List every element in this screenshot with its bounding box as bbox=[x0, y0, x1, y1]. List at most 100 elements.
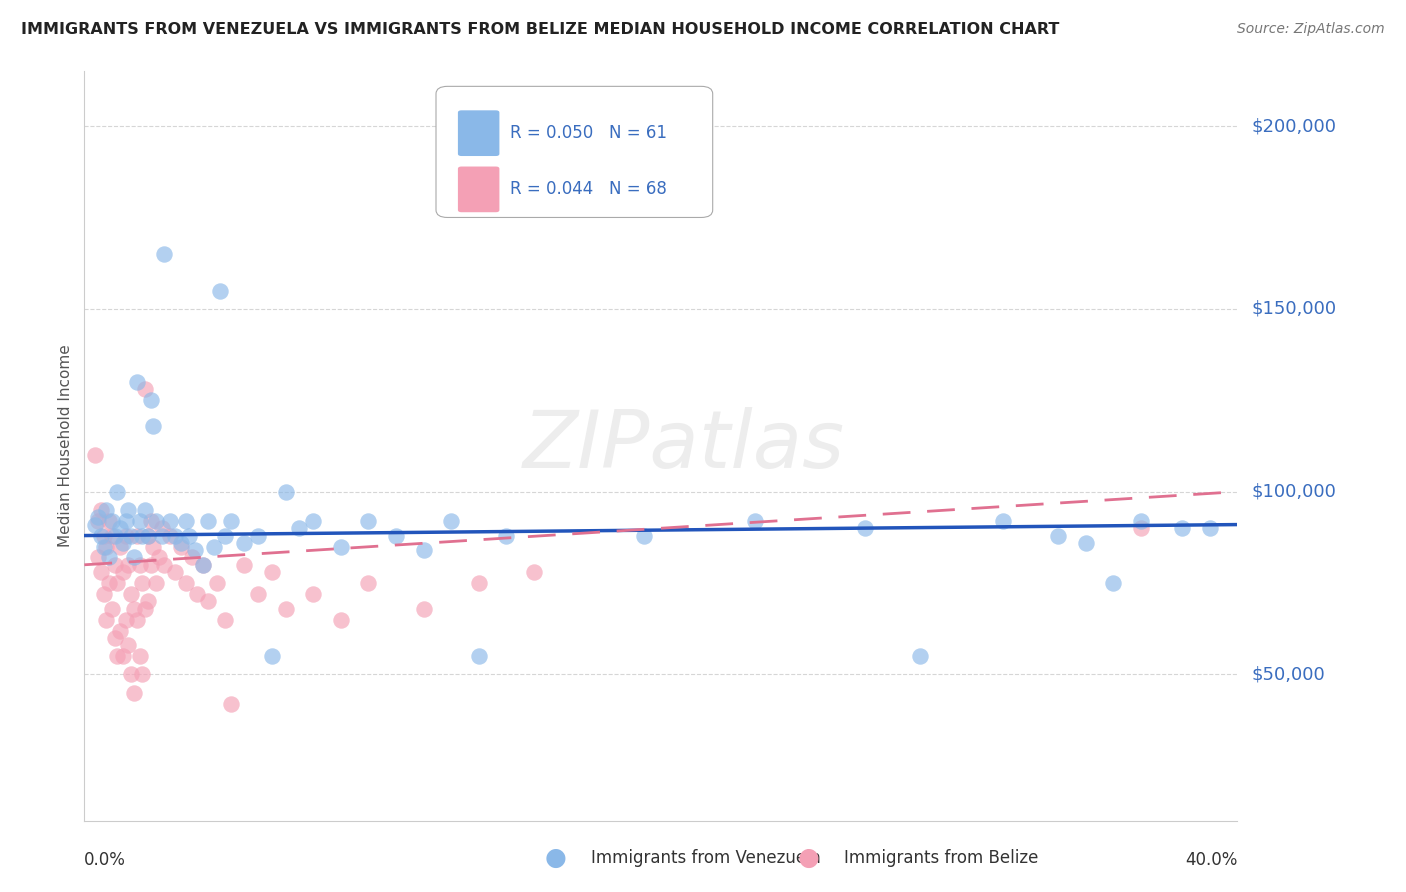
Point bbox=[357, 576, 380, 591]
Point bbox=[1171, 521, 1194, 535]
Point bbox=[131, 528, 153, 542]
Point bbox=[1129, 521, 1152, 535]
Text: Source: ZipAtlas.com: Source: ZipAtlas.com bbox=[1237, 22, 1385, 37]
Point bbox=[107, 484, 129, 499]
Point bbox=[205, 576, 228, 591]
Point bbox=[1046, 528, 1069, 542]
Point bbox=[134, 503, 156, 517]
Point bbox=[165, 528, 187, 542]
Point bbox=[274, 601, 297, 615]
Point bbox=[159, 514, 181, 528]
Point bbox=[107, 576, 129, 591]
Point bbox=[145, 576, 167, 591]
Point bbox=[96, 503, 118, 517]
Point bbox=[110, 540, 132, 554]
Point bbox=[197, 514, 219, 528]
Point bbox=[991, 514, 1014, 528]
Point bbox=[96, 540, 118, 554]
Point bbox=[87, 510, 110, 524]
Point bbox=[176, 514, 198, 528]
Text: $50,000: $50,000 bbox=[1251, 665, 1324, 683]
Point bbox=[110, 521, 132, 535]
Point bbox=[357, 514, 380, 528]
Text: IMMIGRANTS FROM VENEZUELA VS IMMIGRANTS FROM BELIZE MEDIAN HOUSEHOLD INCOME CORR: IMMIGRANTS FROM VENEZUELA VS IMMIGRANTS … bbox=[21, 22, 1060, 37]
Point bbox=[101, 514, 124, 528]
Point bbox=[104, 631, 127, 645]
Point bbox=[274, 484, 297, 499]
Point bbox=[114, 514, 136, 528]
Y-axis label: Median Household Income: Median Household Income bbox=[58, 344, 73, 548]
Point bbox=[150, 521, 173, 535]
Point bbox=[148, 550, 170, 565]
Point bbox=[122, 686, 145, 700]
Point bbox=[329, 613, 352, 627]
Point bbox=[84, 448, 107, 462]
Point bbox=[93, 528, 115, 542]
Point bbox=[125, 375, 148, 389]
Point bbox=[233, 536, 256, 550]
Point bbox=[186, 587, 208, 601]
Point bbox=[176, 576, 198, 591]
Point bbox=[440, 514, 463, 528]
Point bbox=[853, 521, 876, 535]
FancyBboxPatch shape bbox=[436, 87, 713, 218]
Point bbox=[191, 558, 214, 572]
Point bbox=[139, 514, 162, 528]
Point bbox=[165, 565, 187, 579]
Point bbox=[183, 543, 205, 558]
Point bbox=[134, 601, 156, 615]
Point bbox=[136, 594, 159, 608]
Point bbox=[468, 649, 491, 664]
Point bbox=[120, 667, 142, 681]
Point bbox=[90, 565, 112, 579]
Point bbox=[101, 528, 124, 542]
Text: ●: ● bbox=[797, 847, 820, 870]
Text: ZIPatlas: ZIPatlas bbox=[523, 407, 845, 485]
Point bbox=[142, 540, 165, 554]
Point bbox=[114, 528, 136, 542]
Text: $200,000: $200,000 bbox=[1251, 117, 1336, 136]
Point bbox=[744, 514, 766, 528]
Point bbox=[1198, 521, 1220, 535]
Point bbox=[84, 517, 107, 532]
Point bbox=[122, 601, 145, 615]
Text: Immigrants from Belize: Immigrants from Belize bbox=[844, 849, 1038, 867]
Point bbox=[125, 613, 148, 627]
Point bbox=[134, 382, 156, 396]
Text: R = 0.050   N = 61: R = 0.050 N = 61 bbox=[510, 124, 666, 142]
Point bbox=[219, 514, 242, 528]
Point bbox=[159, 528, 181, 542]
Point bbox=[117, 558, 139, 572]
Point bbox=[233, 558, 256, 572]
Point bbox=[139, 558, 162, 572]
Point bbox=[93, 540, 115, 554]
Point bbox=[128, 649, 150, 664]
Point bbox=[247, 528, 270, 542]
Point bbox=[111, 536, 134, 550]
Point bbox=[633, 528, 655, 542]
Point bbox=[131, 667, 153, 681]
Point bbox=[114, 613, 136, 627]
Point bbox=[145, 514, 167, 528]
Text: Immigrants from Venezuela: Immigrants from Venezuela bbox=[591, 849, 820, 867]
Point bbox=[208, 284, 231, 298]
Point bbox=[111, 565, 134, 579]
Point bbox=[136, 528, 159, 542]
Point bbox=[104, 528, 127, 542]
Point bbox=[117, 638, 139, 652]
Point bbox=[329, 540, 352, 554]
Point bbox=[122, 550, 145, 565]
Point bbox=[288, 521, 311, 535]
Point bbox=[260, 649, 283, 664]
Point bbox=[179, 528, 201, 542]
Point bbox=[107, 649, 129, 664]
Point bbox=[495, 528, 517, 542]
FancyBboxPatch shape bbox=[458, 167, 499, 212]
Point bbox=[142, 418, 165, 433]
Point bbox=[90, 528, 112, 542]
Point bbox=[214, 528, 236, 542]
Point bbox=[93, 587, 115, 601]
Point bbox=[131, 576, 153, 591]
Point bbox=[104, 558, 127, 572]
Text: $100,000: $100,000 bbox=[1251, 483, 1336, 500]
